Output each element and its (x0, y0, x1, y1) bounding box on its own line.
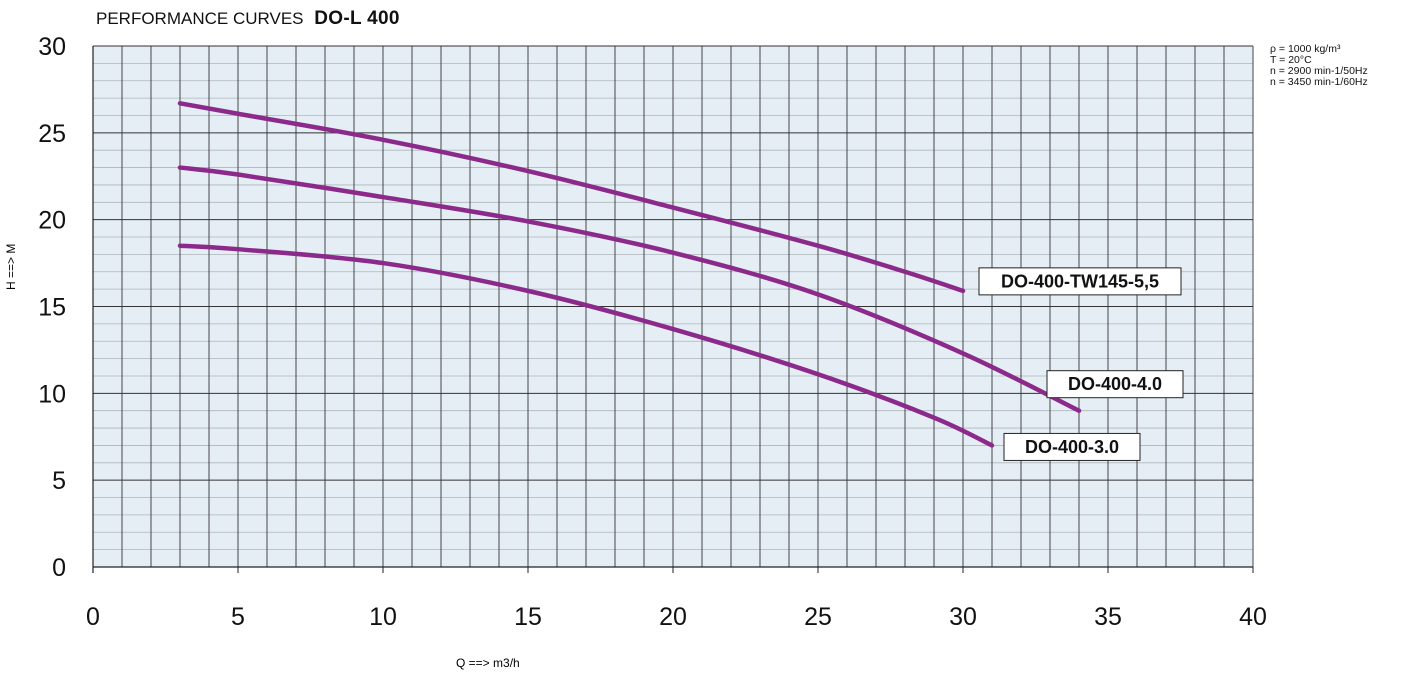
y-tick-label: 10 (38, 380, 66, 408)
curve-series-3 (177, 243, 995, 448)
curve-series-1 (177, 101, 966, 294)
series-label: DO-400-3.0 (1025, 437, 1119, 457)
x-tick-label: 20 (659, 603, 687, 631)
x-tick-label: 5 (231, 603, 245, 631)
series-label: DO-400-TW145-5,5 (1001, 271, 1159, 291)
series-label-box (978, 267, 1182, 296)
series-label: DO-400-4.0 (1068, 374, 1162, 394)
condition-speed-60hz: n = 3450 min-1/60Hz (1270, 76, 1368, 88)
condition-speed-50hz: n = 2900 min-1/50Hz (1270, 65, 1368, 77)
chart-title-model: DO-L 400 (314, 8, 400, 29)
operating-conditions: ρ = 1000 kg/m³ T = 20°C n = 2900 min-1/5… (1270, 44, 1368, 88)
chart-title-prefix: PERFORMANCE CURVES (96, 9, 304, 28)
y-tick-label: 5 (52, 467, 66, 495)
y-tick-label: 0 (52, 554, 66, 582)
x-tick-label: 15 (514, 603, 542, 631)
y-tick-label: 25 (38, 120, 66, 148)
x-tick-label: 35 (1094, 603, 1122, 631)
x-tick-label: 10 (369, 603, 397, 631)
x-tick-label: 40 (1239, 603, 1267, 631)
x-tick-label: 25 (804, 603, 832, 631)
condition-density: ρ = 1000 kg/m³ (1270, 43, 1341, 55)
x-tick-label: 30 (949, 603, 977, 631)
x-tick-label: 0 (86, 603, 100, 631)
y-tick-label: 30 (38, 33, 66, 61)
y-tick-label: 20 (38, 207, 66, 235)
condition-temperature: T = 20°C (1270, 54, 1312, 66)
x-axis-label: Q ==> m3/h (456, 656, 520, 670)
curve-series-2 (177, 165, 1082, 413)
chart-title: PERFORMANCE CURVES DO-L 400 (96, 8, 400, 30)
series-label-box (1003, 432, 1141, 461)
series-label-box (1046, 370, 1184, 399)
y-tick-label: 15 (38, 294, 66, 322)
